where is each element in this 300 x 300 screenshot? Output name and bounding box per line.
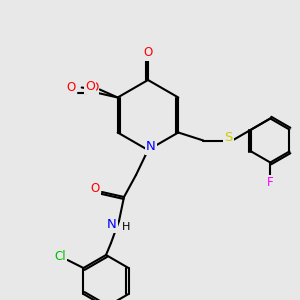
Text: Cl: Cl bbox=[55, 250, 66, 262]
Text: O: O bbox=[85, 80, 94, 93]
Text: F: F bbox=[267, 176, 274, 189]
Text: O: O bbox=[66, 81, 75, 94]
Text: O: O bbox=[89, 81, 98, 94]
Text: N: N bbox=[107, 218, 117, 232]
Text: S: S bbox=[224, 131, 232, 144]
Text: O: O bbox=[90, 182, 100, 196]
Text: N: N bbox=[146, 140, 156, 154]
Text: H: H bbox=[122, 222, 130, 232]
Text: O: O bbox=[143, 46, 153, 59]
